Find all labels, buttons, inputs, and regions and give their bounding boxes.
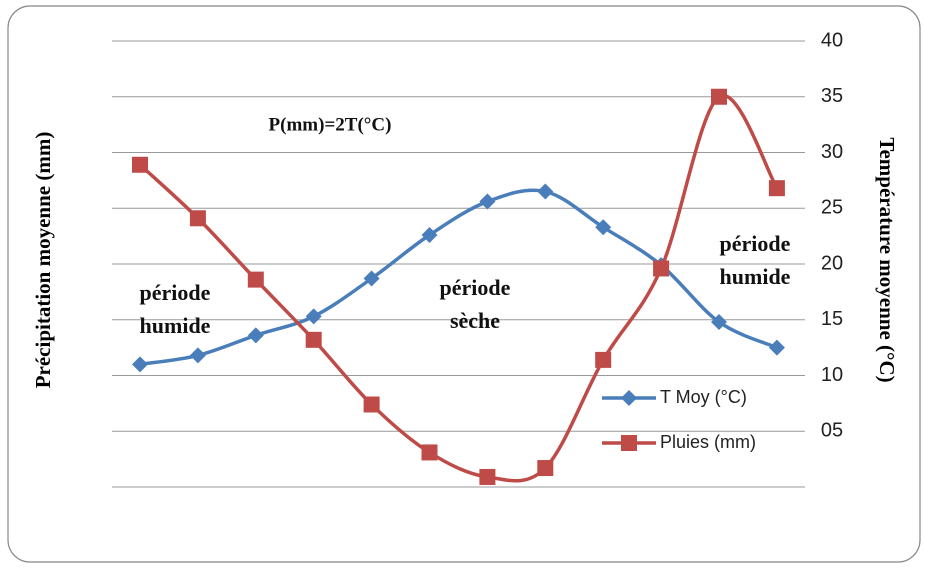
data-point [711, 88, 727, 105]
data-point [305, 331, 322, 348]
data-point [479, 468, 496, 485]
data-point [537, 460, 554, 477]
y-axis-title: Précipitation moyenne (mm) [31, 132, 55, 389]
data-point [132, 156, 148, 173]
data-point [653, 260, 670, 277]
y-tick-label: 15 [821, 308, 843, 330]
data-point [363, 396, 380, 413]
data-point [537, 183, 554, 200]
data-point [421, 227, 438, 244]
data-point [305, 308, 322, 325]
legend-marker [621, 435, 637, 451]
data-point [421, 444, 438, 461]
data-point [247, 271, 264, 288]
y-tick-label: 35 [821, 85, 843, 107]
chart-frame [7, 5, 921, 563]
y-tick-label: 05 [821, 420, 843, 442]
data-point [711, 313, 727, 330]
annotation: période [440, 275, 511, 300]
annotation: P(mm)=2T(°C) [269, 114, 392, 135]
data-point [768, 180, 785, 197]
y-tick-label: 40 [821, 29, 843, 51]
data-point [363, 270, 380, 287]
y2-axis-title: Température moyenne (°C) [875, 137, 899, 382]
data-point [189, 347, 206, 364]
data-point [189, 210, 206, 227]
annotation: période [720, 231, 791, 256]
annotation: humide [140, 313, 211, 338]
y-tick-label: 20 [821, 252, 843, 274]
legend-label: T Moy (°C) [660, 387, 747, 407]
data-point [595, 351, 612, 368]
annotation: période [140, 280, 211, 305]
data-point [132, 356, 148, 373]
y-tick-label: 30 [821, 141, 843, 163]
data-point [595, 219, 612, 236]
legend-label: Pluies (mm) [660, 432, 756, 452]
data-point [479, 193, 496, 210]
annotation: humide [720, 264, 791, 289]
y-tick-label: 10 [821, 364, 843, 386]
data-point [247, 327, 264, 344]
y-tick-label: 25 [821, 197, 843, 219]
data-point [768, 339, 785, 356]
annotation: sèche [450, 308, 500, 333]
legend-marker [621, 390, 637, 406]
